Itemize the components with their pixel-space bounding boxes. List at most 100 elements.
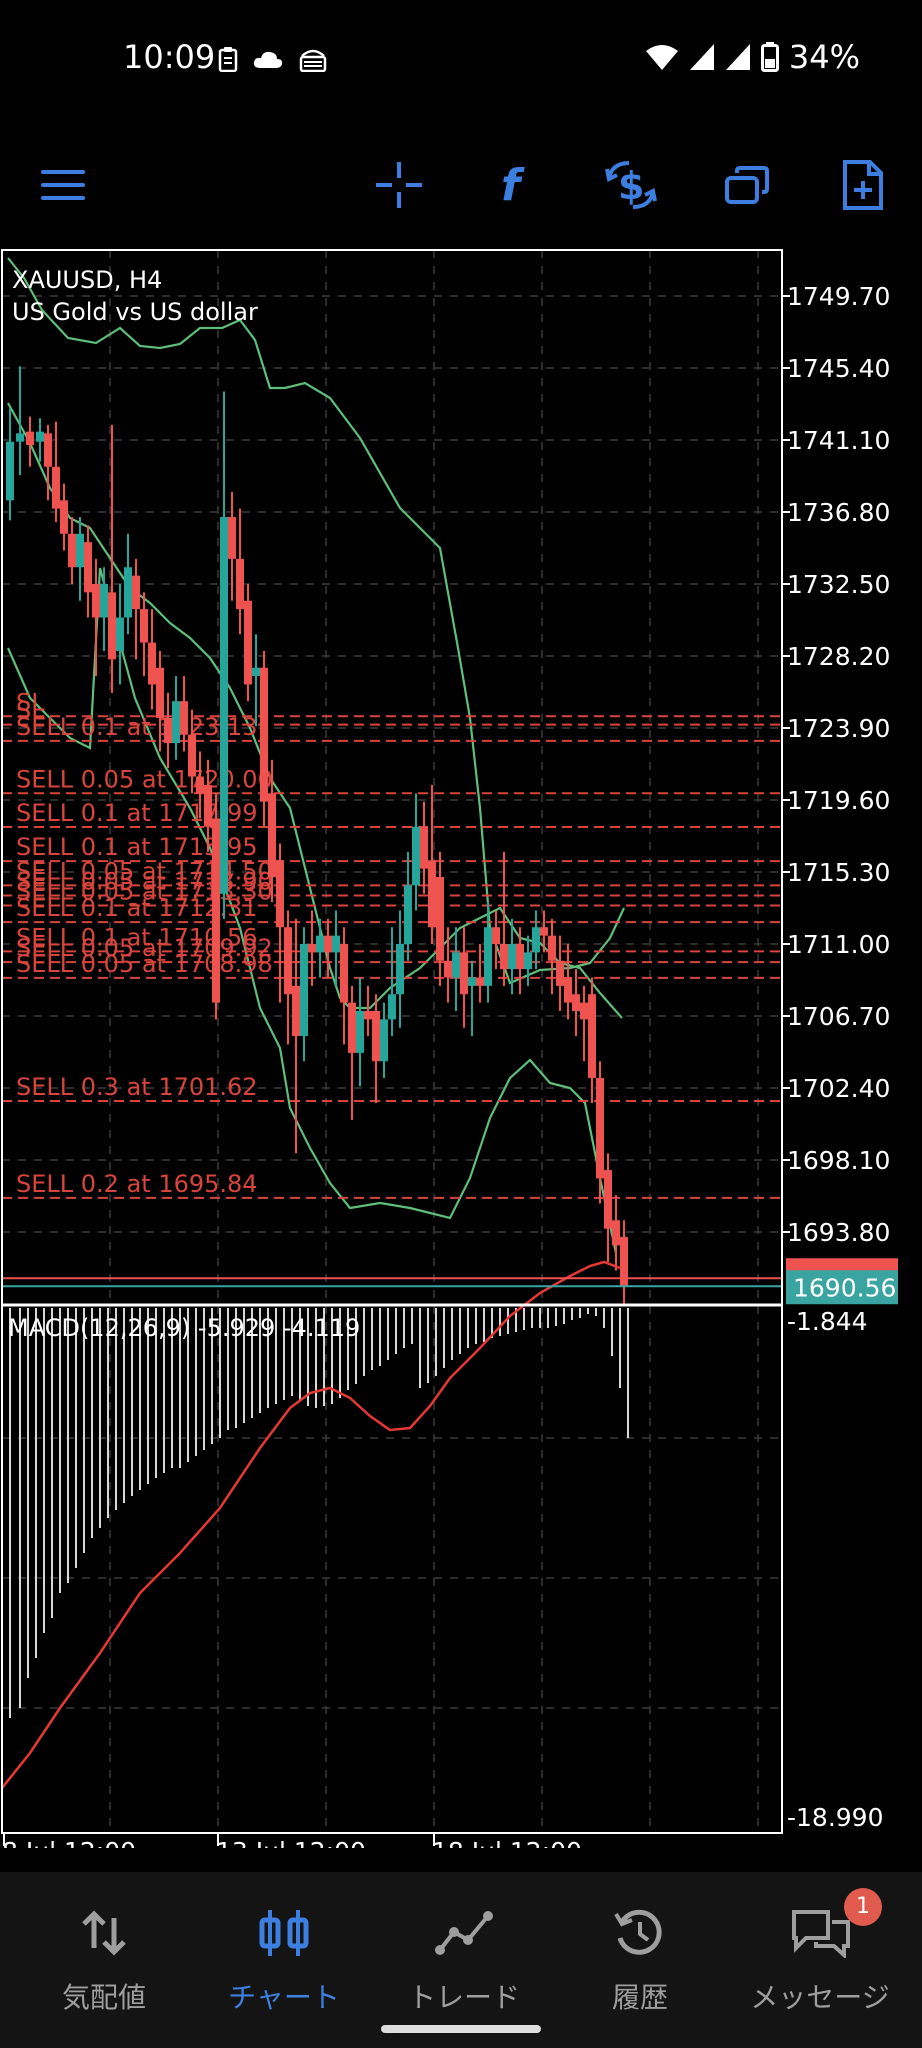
nav-trade[interactable]: トレード — [372, 1872, 556, 2048]
candle-body — [412, 826, 420, 886]
order-label: SELL 0.3 at 1701.62 — [16, 1073, 258, 1101]
current-price-label: 1690.56 — [793, 1273, 896, 1302]
crosshair-icon — [376, 162, 422, 208]
candle-body — [580, 1002, 588, 1020]
candle-body — [308, 944, 316, 953]
candle-body — [140, 609, 148, 643]
order-label: SELL 0.1 at 1723.13 — [16, 713, 258, 741]
order-label: SELL 0.05 at 1714.50 — [16, 857, 273, 885]
indicators-button[interactable]: f — [480, 140, 550, 230]
candle-body — [284, 927, 292, 995]
clipboard-icon — [218, 47, 238, 72]
chart-area[interactable]: SL SL SELL 0.1 at 1723.13 SELL 0.05 at 1720… — [0, 248, 922, 1866]
chart-frame — [1, 249, 783, 1834]
candle-body — [372, 1010, 380, 1062]
candle-body — [76, 533, 84, 568]
candle-body — [316, 935, 324, 953]
candle-body — [148, 642, 156, 685]
order-label: SELL 0.2 at 1695.84 — [16, 1170, 258, 1198]
candle-body — [340, 944, 348, 1003]
trade-button[interactable]: $ — [596, 140, 666, 230]
candle-body — [444, 960, 452, 978]
price-axis-label: 1706.70 — [787, 1002, 890, 1031]
nav-history[interactable]: 履歴 — [548, 1872, 732, 2048]
candlesticks — [6, 366, 628, 1304]
order-label: SL — [16, 697, 45, 725]
candle-body — [108, 592, 116, 660]
trade-icon — [435, 1911, 493, 1955]
current-price-tag — [786, 1270, 898, 1305]
nav-label: 気配値 — [61, 1981, 146, 2014]
svg-text:f: f — [501, 160, 525, 210]
candle-body — [524, 952, 532, 970]
vpn-icon — [299, 49, 327, 72]
windows-button[interactable] — [712, 140, 782, 230]
candle-body — [436, 877, 444, 961]
status-bar: 10:09 34% — [0, 0, 922, 118]
price-axis-label: 1741.10 — [787, 426, 890, 455]
order-label: SL — [16, 688, 45, 716]
price-axis-label: 1698.10 — [787, 1146, 890, 1175]
order-label: SELL 0.05 at 1713.30 — [16, 877, 273, 905]
price-axis-label: 1719.60 — [787, 786, 890, 815]
candle-body — [188, 734, 196, 777]
price-axis-label: 1736.80 — [787, 498, 890, 527]
candle-body — [420, 826, 428, 869]
macd-axis-bottom: -18.990 — [787, 1803, 884, 1832]
new-order-button[interactable] — [828, 140, 898, 230]
candle-body — [540, 927, 548, 936]
nav-label: 履歴 — [611, 1981, 668, 2014]
candle-body — [612, 1220, 620, 1246]
menu-button[interactable] — [28, 140, 98, 230]
macd-signal-line — [1, 1260, 621, 1789]
nav-chart[interactable]: チャート — [192, 1872, 376, 2048]
candle-body — [548, 935, 556, 961]
macd-label: MACD(12,26,9) -5.929 -4.119 — [8, 1314, 360, 1342]
candle-body — [532, 927, 540, 953]
candle-body — [476, 977, 484, 986]
nav-quotes[interactable]: 気配値 — [12, 1872, 196, 2048]
chart-description: US Gold vs US dollar — [12, 298, 258, 326]
candle-body — [516, 944, 524, 970]
candle-body — [252, 667, 260, 677]
time-axis-label: 13 Jul 12:00 — [216, 1837, 366, 1848]
candle-body — [172, 701, 180, 744]
status-notification-icons — [218, 44, 328, 74]
candle-body — [220, 517, 228, 894]
macd-indicator — [1, 1260, 629, 1789]
price-axis-label: 1728.20 — [787, 642, 890, 671]
candle-body — [348, 1002, 356, 1053]
candle-body — [556, 960, 564, 986]
bottom-navigation: 気配値 チャート トレード 履歴 1 メッセージ — [0, 1872, 922, 2048]
crosshair-button[interactable] — [364, 140, 434, 230]
hamburger-icon — [41, 170, 85, 200]
price-axis: 1749.70 1745.40 1741.10 1736.80 1732.50 1728.… — [2, 282, 898, 1866]
price-axis-label: 1715.30 — [787, 858, 890, 887]
signal-icon — [689, 44, 714, 70]
candle-body — [332, 935, 340, 953]
price-axis-label: 1702.40 — [787, 1074, 890, 1103]
order-label: SELL 0.05 at 1709.92 — [16, 934, 273, 962]
candle-body — [356, 1010, 364, 1053]
price-axis-label: 1745.40 — [787, 354, 890, 383]
bollinger-middle — [7, 402, 623, 1019]
order-label: SELL 0.05 at 1708.98 — [16, 950, 273, 978]
candle-body — [572, 994, 580, 1011]
price-axis-label: 1711.00 — [787, 930, 890, 959]
candle-body — [6, 441, 14, 501]
dollar-exchange-icon: $ — [605, 161, 657, 209]
nav-messages[interactable]: 1 メッセージ — [728, 1872, 912, 2048]
home-indicator[interactable] — [381, 2025, 541, 2033]
order-label: SELL 0.05 at 1720.00 — [16, 765, 273, 793]
candle-body — [100, 584, 108, 618]
candle-body — [508, 944, 516, 970]
price-axis-label: 1732.50 — [787, 570, 890, 599]
candle-body — [388, 994, 396, 1020]
candle-body — [300, 944, 308, 1037]
candle-body — [164, 717, 172, 744]
candle-body — [492, 927, 500, 944]
status-time: 10:09 — [123, 38, 216, 76]
nav-label: メッセージ — [750, 1981, 890, 2014]
